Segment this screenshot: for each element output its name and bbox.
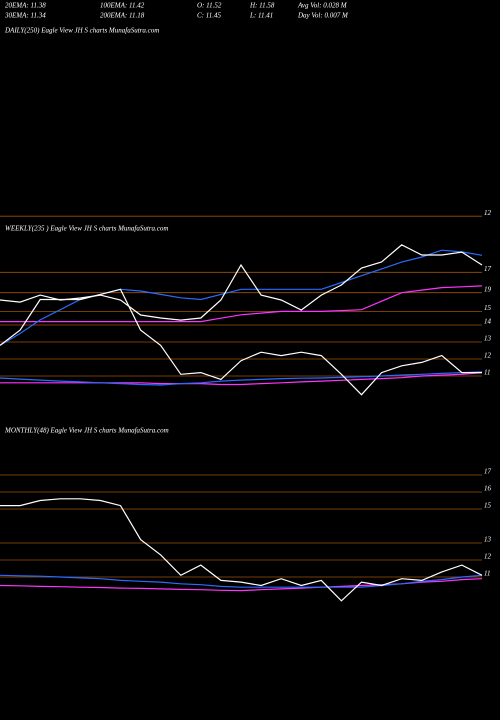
series-line bbox=[0, 372, 483, 386]
y-tick-label: 13 bbox=[484, 335, 492, 343]
indicator: Day Vol: 0.007 M bbox=[297, 12, 349, 20]
indicator: O: 11.52 bbox=[197, 2, 222, 10]
series-line bbox=[0, 574, 483, 588]
y-tick-label: 19 bbox=[484, 285, 492, 293]
series-line bbox=[0, 498, 483, 602]
panel-title: WEEKLY(235 ) Eagle View JH S charts Muna… bbox=[5, 225, 168, 233]
y-tick-label: 14 bbox=[484, 318, 492, 326]
indicator: Avg Vol: 0.028 M bbox=[297, 2, 348, 10]
y-tick-label: 15 bbox=[484, 304, 492, 312]
y-tick-label: 16 bbox=[484, 485, 492, 493]
y-tick-label: 13 bbox=[484, 536, 492, 544]
y-tick-label: 12 bbox=[484, 553, 492, 561]
indicator: H: 11.58 bbox=[249, 2, 275, 10]
indicator: 20EMA: 11.38 bbox=[5, 2, 46, 10]
y-tick-label: 11 bbox=[484, 570, 490, 578]
series-line bbox=[0, 288, 482, 396]
y-tick-label: 15 bbox=[484, 502, 492, 510]
indicator: C: 11.45 bbox=[197, 12, 221, 20]
indicator: 100EMA: 11.42 bbox=[100, 2, 145, 10]
indicator: 200EMA: 11.18 bbox=[100, 12, 145, 20]
series-line bbox=[0, 244, 483, 321]
series-line bbox=[0, 285, 483, 323]
panel-title: MONTHLY(48) Eagle View JH S charts Munaf… bbox=[4, 427, 169, 435]
daily-title: DAILY(250) Eagle View JH S charts Munafa… bbox=[4, 27, 159, 35]
series-line bbox=[0, 371, 483, 386]
y-tick-label: 17 bbox=[484, 468, 492, 476]
y-tick-label: 11 bbox=[484, 369, 490, 377]
y-tick-label: 12 bbox=[484, 352, 492, 360]
y-tick-label: 12 bbox=[484, 209, 492, 217]
y-tick-label: 17 bbox=[484, 265, 492, 273]
indicator: L: 11.41 bbox=[249, 12, 273, 20]
series-line bbox=[0, 578, 483, 592]
indicator: 30EMA: 11.34 bbox=[4, 12, 46, 20]
